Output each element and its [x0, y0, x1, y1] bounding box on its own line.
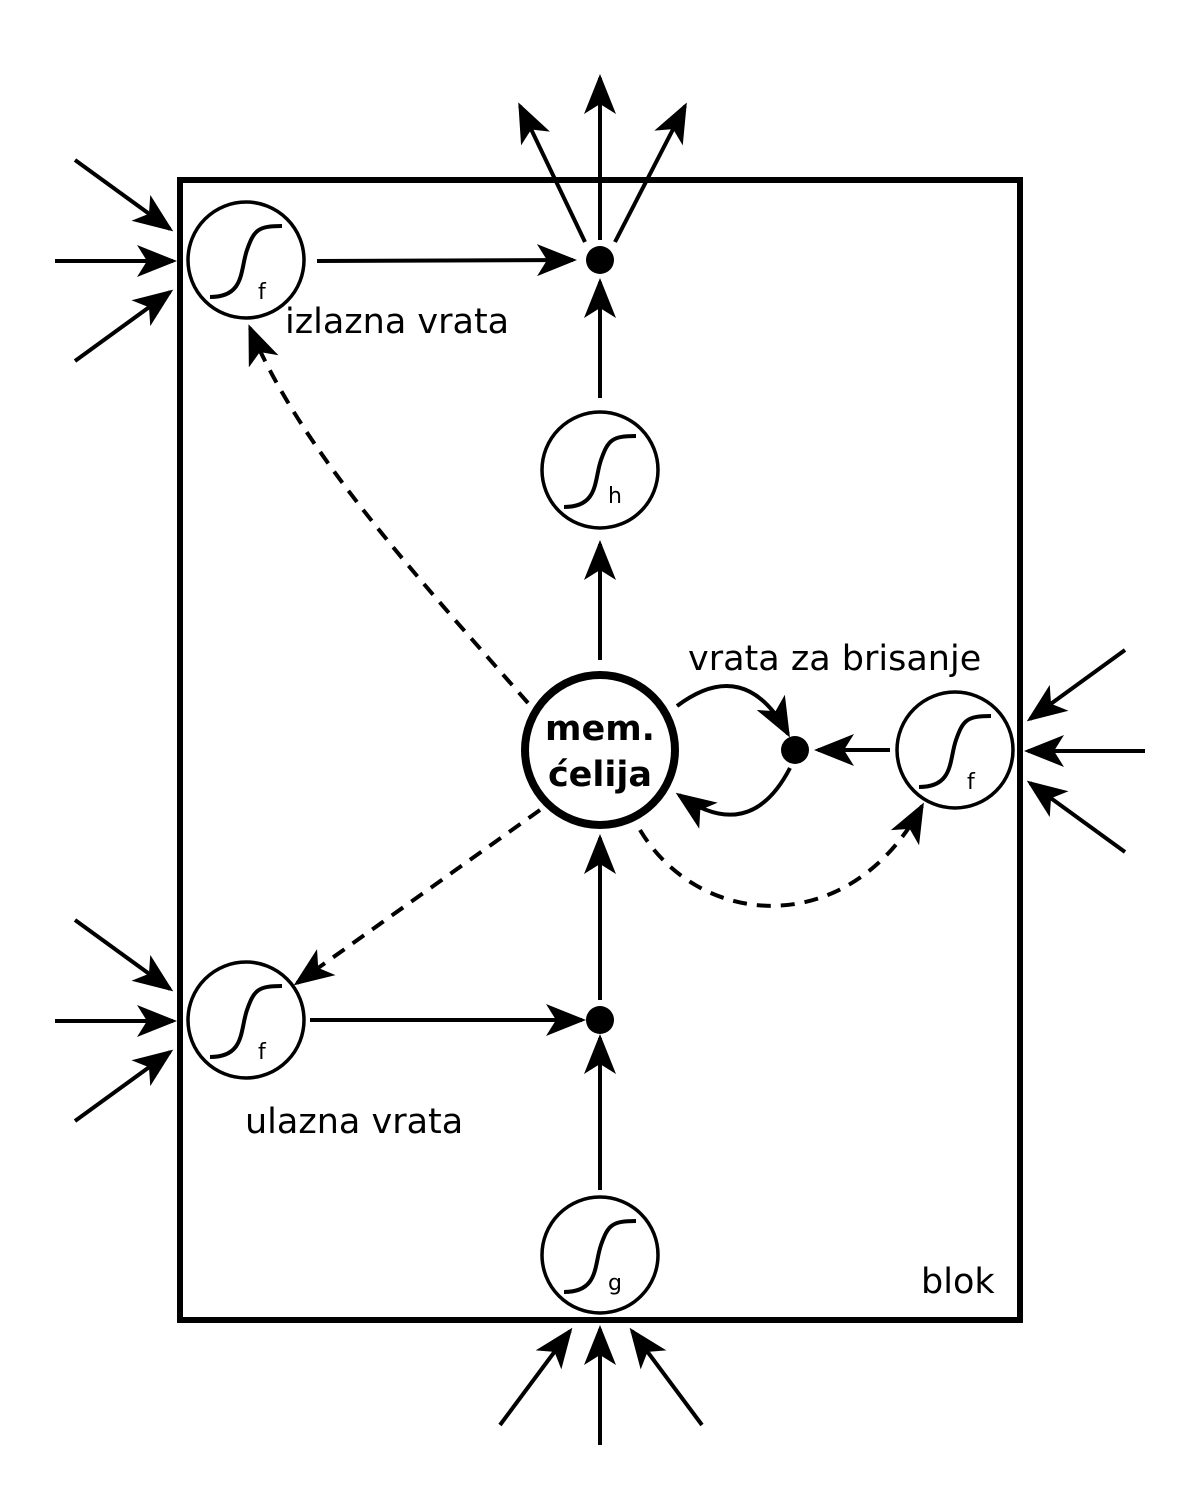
- h-unit: h: [540, 410, 660, 530]
- input-product-node: [586, 1006, 614, 1034]
- forget-gate-inputs: [1024, 648, 1145, 854]
- g-unit: g: [540, 1195, 660, 1315]
- input-gate-unit: f: [186, 960, 306, 1080]
- memory-cell-label-line1: mem.: [545, 709, 655, 749]
- sigmoid-icon: [209, 984, 283, 1059]
- cell-input-inputs: [498, 1325, 704, 1445]
- sigmoid-icon: [563, 434, 637, 509]
- output-product-node: [586, 246, 614, 274]
- block-label: blok: [921, 1262, 995, 1302]
- svg-text:h: h: [608, 484, 622, 509]
- sigmoid-icon: [918, 714, 992, 789]
- output-gate-unit: f: [186, 200, 306, 320]
- memory-cell: mem. ćelija: [521, 671, 679, 829]
- input-gate-label: ulazna vrata: [245, 1102, 463, 1142]
- svg-text:f: f: [258, 280, 267, 305]
- output-gate-inputs: [55, 158, 177, 363]
- peephole-to-output-gate: [248, 324, 530, 705]
- block-outputs: [518, 74, 687, 243]
- input-gate-inputs: [55, 918, 177, 1123]
- sigmoid-icon: [209, 224, 283, 299]
- output-gate-label: izlazna vrata: [285, 302, 509, 342]
- peephole-to-input-gate: [293, 808, 542, 986]
- forget-gate-unit: f: [895, 690, 1015, 810]
- output-gate-to-product-arrow: [316, 244, 577, 277]
- svg-text:f: f: [258, 1040, 267, 1065]
- peephole-to-forget-gate: [638, 802, 924, 908]
- svg-text:g: g: [608, 1271, 622, 1296]
- sigmoid-icon: [563, 1219, 637, 1294]
- svg-text:f: f: [967, 770, 976, 795]
- cell-to-forget-product-arc: [675, 684, 790, 738]
- forget-product-to-cell-arc: [675, 767, 792, 829]
- forget-gate-label: vrata za brisanje: [688, 639, 981, 679]
- memory-cell-label-line2: ćelija: [548, 755, 652, 795]
- forget-product-node: [781, 736, 809, 764]
